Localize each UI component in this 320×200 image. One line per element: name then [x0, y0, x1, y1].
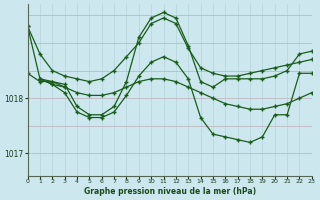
X-axis label: Graphe pression niveau de la mer (hPa): Graphe pression niveau de la mer (hPa)	[84, 187, 256, 196]
